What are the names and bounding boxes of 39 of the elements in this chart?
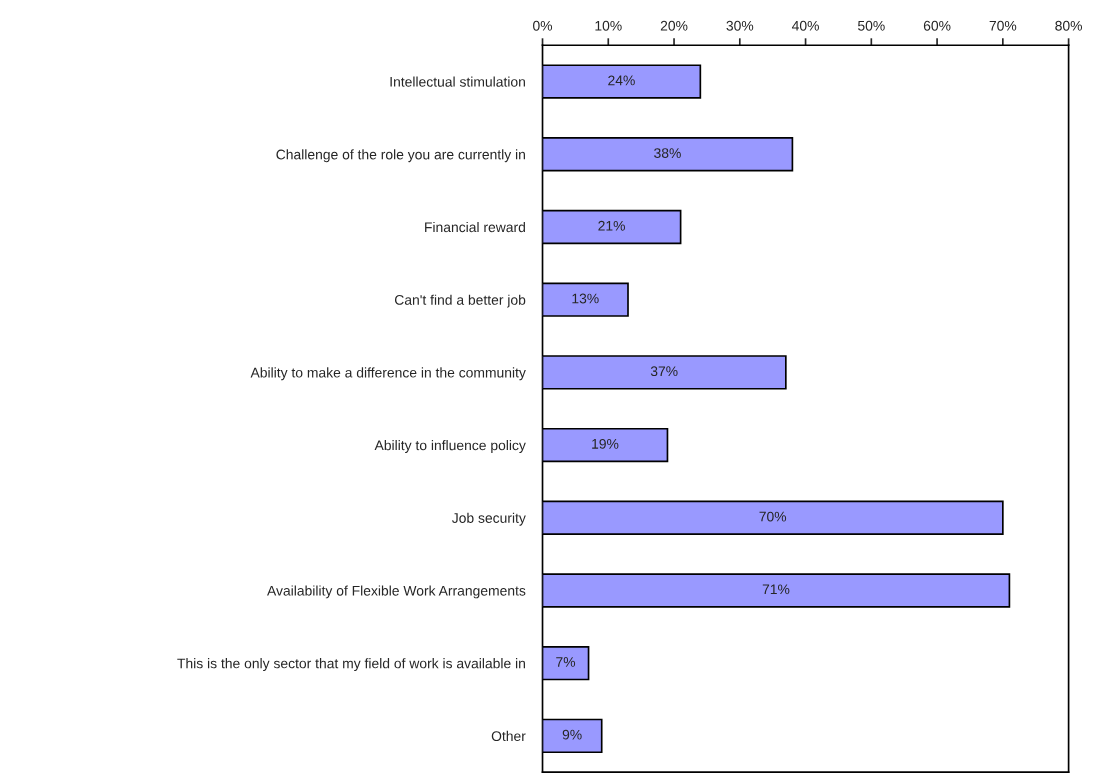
bar — [542, 64, 702, 99]
x-tick-label: 10% — [595, 20, 622, 31]
x-tick-label: 40% — [791, 20, 819, 31]
y-tick-label: Intellectual stimulation — [390, 76, 525, 87]
y-tick-label: Ability to influence policy — [374, 440, 526, 453]
data-label: 19% — [592, 438, 619, 449]
bar — [542, 282, 629, 317]
x-tick-label: 30% — [726, 20, 754, 31]
data-label: 24% — [608, 75, 635, 86]
data-label: 37% — [650, 366, 678, 377]
data-label: 9% — [562, 729, 582, 740]
y-tick-label: Ability to make a difference in the community — [250, 367, 526, 381]
y-tick-label: Financial reward — [425, 221, 525, 233]
data-label: 21% — [598, 220, 625, 231]
x-tick-label: 20% — [660, 20, 688, 31]
y-tick-label: Availability of Flexible Work Arrangements — [267, 585, 526, 599]
x-tick-label: 60% — [923, 20, 951, 31]
bar — [542, 718, 603, 754]
y-tick-label: Job security — [451, 512, 526, 526]
bar — [542, 355, 787, 390]
bar — [542, 209, 682, 245]
bar — [542, 573, 1011, 608]
bar — [542, 137, 794, 172]
y-tick-label: Other — [491, 730, 526, 742]
y-tick-label: Challenge of the role you are currently in — [276, 149, 525, 163]
bar — [542, 427, 669, 463]
data-label: 71% — [762, 584, 790, 595]
x-tick-label: 70% — [989, 20, 1017, 31]
x-tick-label: 80% — [1055, 20, 1083, 31]
y-tick-label: This is the only sector that my field of work is available in — [177, 658, 525, 672]
data-label: 38% — [654, 148, 681, 159]
data-label: 7% — [556, 657, 576, 667]
data-label: 70% — [759, 511, 787, 522]
bar — [542, 645, 590, 681]
bar — [542, 500, 1004, 535]
x-tick-label: 0% — [533, 20, 553, 31]
y-tick-label: Can't find a better job — [394, 294, 526, 308]
x-tick-label: 50% — [857, 20, 885, 31]
data-label: 13% — [572, 293, 599, 304]
